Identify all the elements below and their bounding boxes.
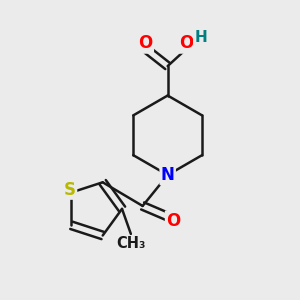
Text: H: H bbox=[194, 30, 207, 45]
Text: S: S bbox=[64, 181, 76, 199]
Text: N: N bbox=[161, 166, 175, 184]
Text: O: O bbox=[139, 34, 153, 52]
Text: O: O bbox=[166, 212, 180, 230]
Text: CH₃: CH₃ bbox=[116, 236, 146, 251]
Text: O: O bbox=[179, 34, 193, 52]
